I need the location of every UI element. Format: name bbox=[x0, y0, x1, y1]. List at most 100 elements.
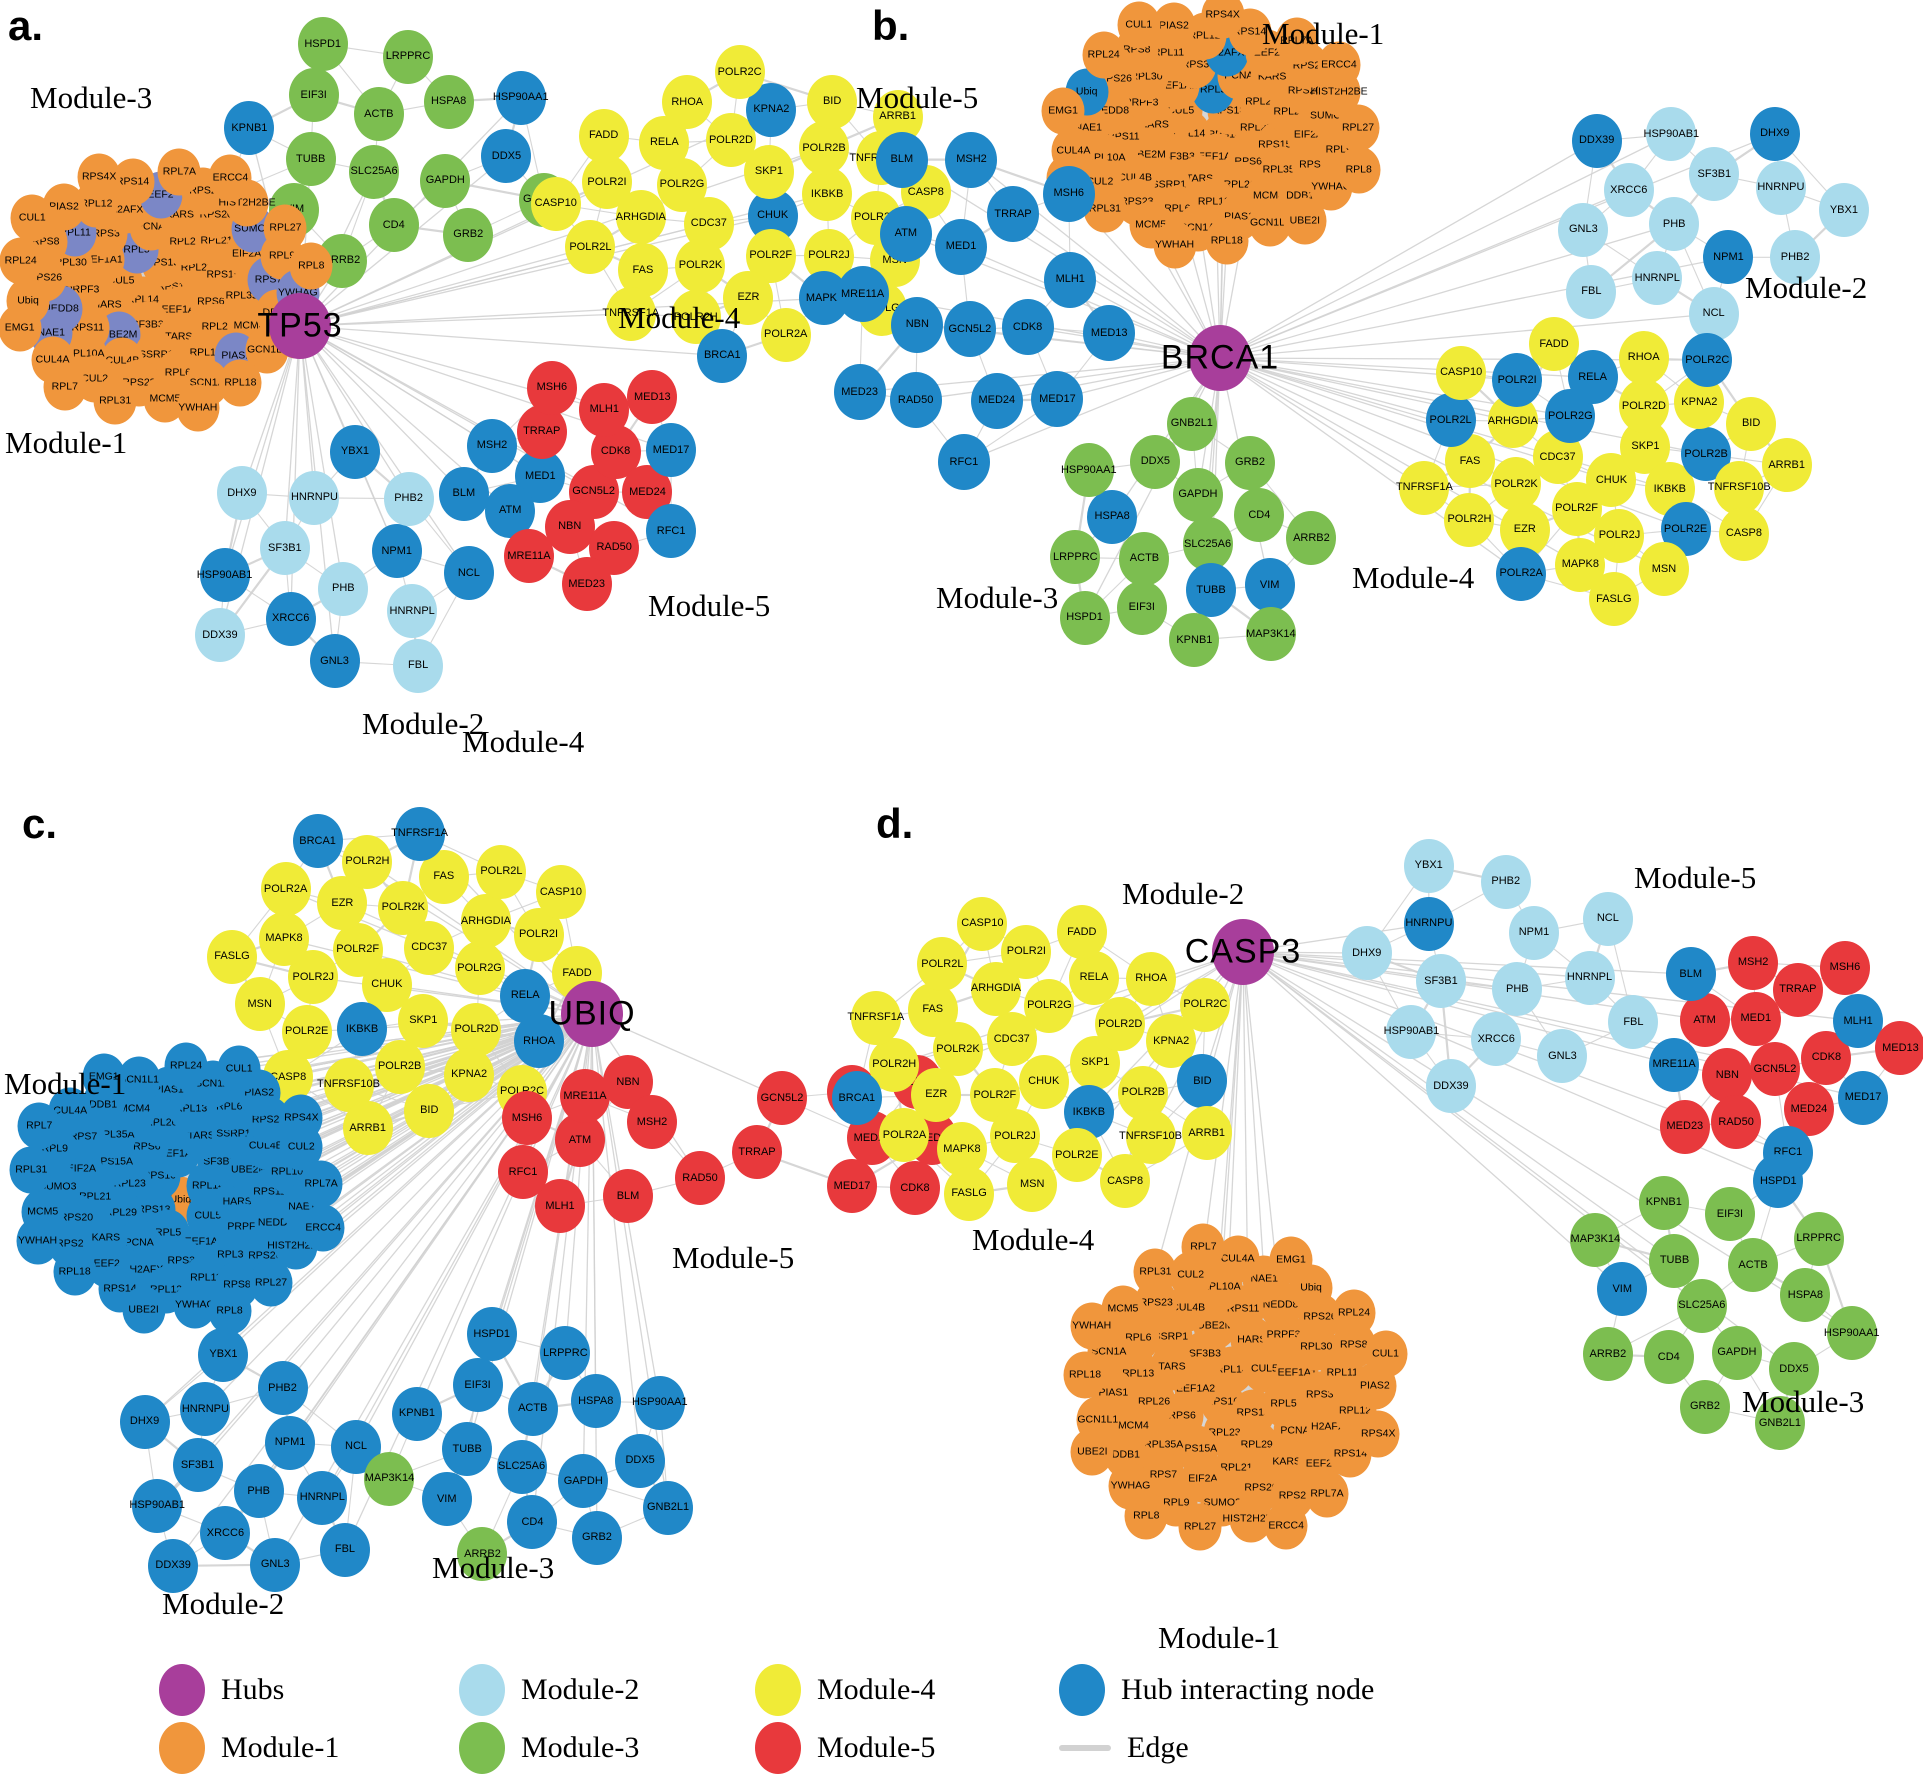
node-YWHAH[interactable]: YWHAH bbox=[176, 384, 220, 432]
node-FADD[interactable]: FADD bbox=[1529, 317, 1580, 372]
hub-node-CASP3[interactable] bbox=[1212, 919, 1274, 985]
node-BID[interactable]: BID bbox=[404, 1083, 455, 1138]
node-MSN[interactable]: MSN bbox=[234, 977, 285, 1032]
node-CUL1[interactable]: CUL1 bbox=[10, 194, 54, 242]
node-HNRNPU[interactable]: HNRNPU bbox=[289, 470, 340, 525]
node-POLR2E[interactable]: POLR2E bbox=[1051, 1128, 1102, 1183]
node-RPL24[interactable]: RPL24 bbox=[0, 237, 43, 285]
node-HSPD1[interactable]: HSPD1 bbox=[297, 17, 348, 72]
node-EIF3I[interactable]: EIF3I bbox=[1704, 1187, 1755, 1242]
node-POLR2A[interactable]: POLR2A bbox=[879, 1108, 930, 1163]
node-GNB2L1[interactable]: GNB2L1 bbox=[643, 1480, 694, 1535]
node-MSH2[interactable]: MSH2 bbox=[1728, 935, 1779, 990]
node-YWHAH[interactable]: YWHAH bbox=[16, 1217, 60, 1265]
node-HSP90AB1[interactable]: HSP90AB1 bbox=[197, 548, 252, 602]
node-POLR2A[interactable]: POLR2A bbox=[1496, 546, 1547, 601]
node-POLR2I[interactable]: POLR2I bbox=[1001, 924, 1052, 979]
node-GRB2[interactable]: GRB2 bbox=[1225, 435, 1275, 490]
node-RPS4X[interactable]: RPS4X bbox=[77, 153, 121, 201]
node-GAPDH[interactable]: GAPDH bbox=[1172, 467, 1223, 522]
node-MSH6[interactable]: MSH6 bbox=[1819, 940, 1870, 995]
node-HSP90AB1[interactable]: HSP90AB1 bbox=[129, 1478, 185, 1533]
node-RPL24[interactable]: RPL24 bbox=[1082, 31, 1126, 79]
node-RPL7A[interactable]: RPL7A bbox=[299, 1160, 343, 1208]
node-CHUK[interactable]: CHUK bbox=[1018, 1054, 1069, 1109]
node-ACTB[interactable]: ACTB bbox=[1728, 1238, 1779, 1293]
node-TUBB[interactable]: TUBB bbox=[285, 132, 336, 187]
node-XRCC6[interactable]: XRCC6 bbox=[1603, 163, 1654, 218]
node-POLR2F[interactable]: POLR2F bbox=[1551, 481, 1602, 536]
node-EIF3I[interactable]: EIF3I bbox=[288, 68, 339, 123]
node-RPL7[interactable]: RPL7 bbox=[1181, 1223, 1225, 1271]
node-RFC1[interactable]: RFC1 bbox=[646, 504, 697, 559]
node-MAP3K14[interactable]: MAP3K14 bbox=[364, 1451, 415, 1506]
node-CUL1[interactable]: CUL1 bbox=[1117, 1, 1161, 48]
node-BLM[interactable]: BLM bbox=[438, 466, 489, 521]
node-KPNB1[interactable]: KPNB1 bbox=[1169, 613, 1220, 668]
node-HSP90AA1[interactable]: HSP90AA1 bbox=[493, 70, 549, 125]
node-POLR2G[interactable]: POLR2G bbox=[1024, 978, 1075, 1033]
node-RPL18[interactable]: RPL18 bbox=[218, 359, 262, 407]
node-RPL7[interactable]: RPL7 bbox=[17, 1102, 61, 1150]
node-XRCC6[interactable]: XRCC6 bbox=[1471, 1012, 1522, 1067]
node-YBX1[interactable]: YBX1 bbox=[198, 1327, 249, 1382]
node-RPL24[interactable]: RPL24 bbox=[164, 1042, 208, 1090]
node-CDK8[interactable]: CDK8 bbox=[890, 1161, 940, 1215]
node-GRB2[interactable]: GRB2 bbox=[1679, 1379, 1730, 1434]
node-MLH1[interactable]: MLH1 bbox=[1044, 251, 1097, 308]
node-RPL18[interactable]: RPL18 bbox=[1063, 1351, 1107, 1399]
node-DDX5[interactable]: DDX5 bbox=[481, 129, 532, 184]
node-UBE2I[interactable]: UBE2I bbox=[1070, 1428, 1114, 1476]
node-ARRB2[interactable]: ARRB2 bbox=[1286, 511, 1337, 566]
node-SF3B1[interactable]: SF3B1 bbox=[259, 521, 310, 576]
node-MSH6[interactable]: MSH6 bbox=[526, 360, 577, 415]
node-GNL3[interactable]: GNL3 bbox=[309, 634, 360, 689]
node-RPL8[interactable]: RPL8 bbox=[1124, 1492, 1168, 1540]
node-CASP10[interactable]: CASP10 bbox=[530, 176, 581, 231]
node-RAD50[interactable]: RAD50 bbox=[889, 372, 942, 429]
node-MRE11A[interactable]: MRE11A bbox=[560, 1069, 610, 1123]
hub-node-BRCA1[interactable] bbox=[1189, 325, 1251, 391]
node-POLR2A[interactable]: POLR2A bbox=[260, 862, 311, 917]
node-RPL7[interactable]: RPL7 bbox=[43, 363, 87, 411]
node-IKBKB[interactable]: IKBKB bbox=[802, 167, 853, 221]
node-CD4[interactable]: CD4 bbox=[1643, 1330, 1694, 1384]
node-TRRAP[interactable]: TRRAP bbox=[986, 186, 1039, 243]
node-BID[interactable]: BID bbox=[1726, 396, 1777, 451]
node-RPL7A[interactable]: RPL7A bbox=[157, 148, 201, 196]
node-XRCC6[interactable]: XRCC6 bbox=[200, 1506, 251, 1561]
node-PHB2[interactable]: PHB2 bbox=[1480, 854, 1531, 909]
node-YBX1[interactable]: YBX1 bbox=[1403, 838, 1454, 893]
node-DHX9[interactable]: DHX9 bbox=[216, 466, 267, 521]
node-MSH2[interactable]: MSH2 bbox=[945, 131, 998, 188]
node-PHB[interactable]: PHB bbox=[233, 1464, 284, 1519]
node-RPS4X[interactable]: RPS4X bbox=[1356, 1410, 1400, 1457]
node-MSH2[interactable]: MSH2 bbox=[627, 1095, 677, 1149]
node-FBL[interactable]: FBL bbox=[1566, 264, 1617, 319]
node-ATM[interactable]: ATM bbox=[1679, 993, 1730, 1048]
node-ACTB[interactable]: ACTB bbox=[507, 1381, 558, 1436]
node-POLR2H[interactable]: POLR2H bbox=[1444, 492, 1495, 547]
node-LRPPRC[interactable]: LRPPRC bbox=[540, 1326, 591, 1381]
node-HSP90AB1[interactable]: HSP90AB1 bbox=[1644, 107, 1699, 162]
node-MED13[interactable]: MED13 bbox=[1083, 305, 1136, 362]
node-RPS4X[interactable]: RPS4X bbox=[279, 1094, 323, 1142]
node-GNL3[interactable]: GNL3 bbox=[1537, 1029, 1588, 1084]
node-GCN5L2[interactable]: GCN5L2 bbox=[757, 1071, 807, 1125]
node-CASP10[interactable]: CASP10 bbox=[957, 896, 1008, 951]
node-RPL7A[interactable]: RPL7A bbox=[1305, 1470, 1349, 1518]
node-ARRB1[interactable]: ARRB1 bbox=[1761, 438, 1812, 493]
node-LRPPRC[interactable]: LRPPRC bbox=[1050, 530, 1101, 585]
node-HNRNPL[interactable]: HNRNPL bbox=[297, 1470, 348, 1525]
node-MED1[interactable]: MED1 bbox=[1730, 991, 1781, 1046]
node-CUL1[interactable]: CUL1 bbox=[217, 1045, 261, 1093]
node-NCL[interactable]: NCL bbox=[1582, 891, 1633, 946]
node-TRRAP[interactable]: TRRAP bbox=[1772, 962, 1823, 1017]
node-POLR2C[interactable]: POLR2C bbox=[714, 45, 765, 100]
node-MED17[interactable]: MED17 bbox=[646, 423, 697, 478]
node-MSN[interactable]: MSN bbox=[1007, 1157, 1058, 1212]
node-PHB[interactable]: PHB bbox=[1649, 197, 1700, 252]
node-SF3B1[interactable]: SF3B1 bbox=[1689, 147, 1740, 202]
node-SLC25A6[interactable]: SLC25A6 bbox=[349, 144, 400, 199]
node-HSP90AA1[interactable]: HSP90AA1 bbox=[632, 1375, 688, 1430]
